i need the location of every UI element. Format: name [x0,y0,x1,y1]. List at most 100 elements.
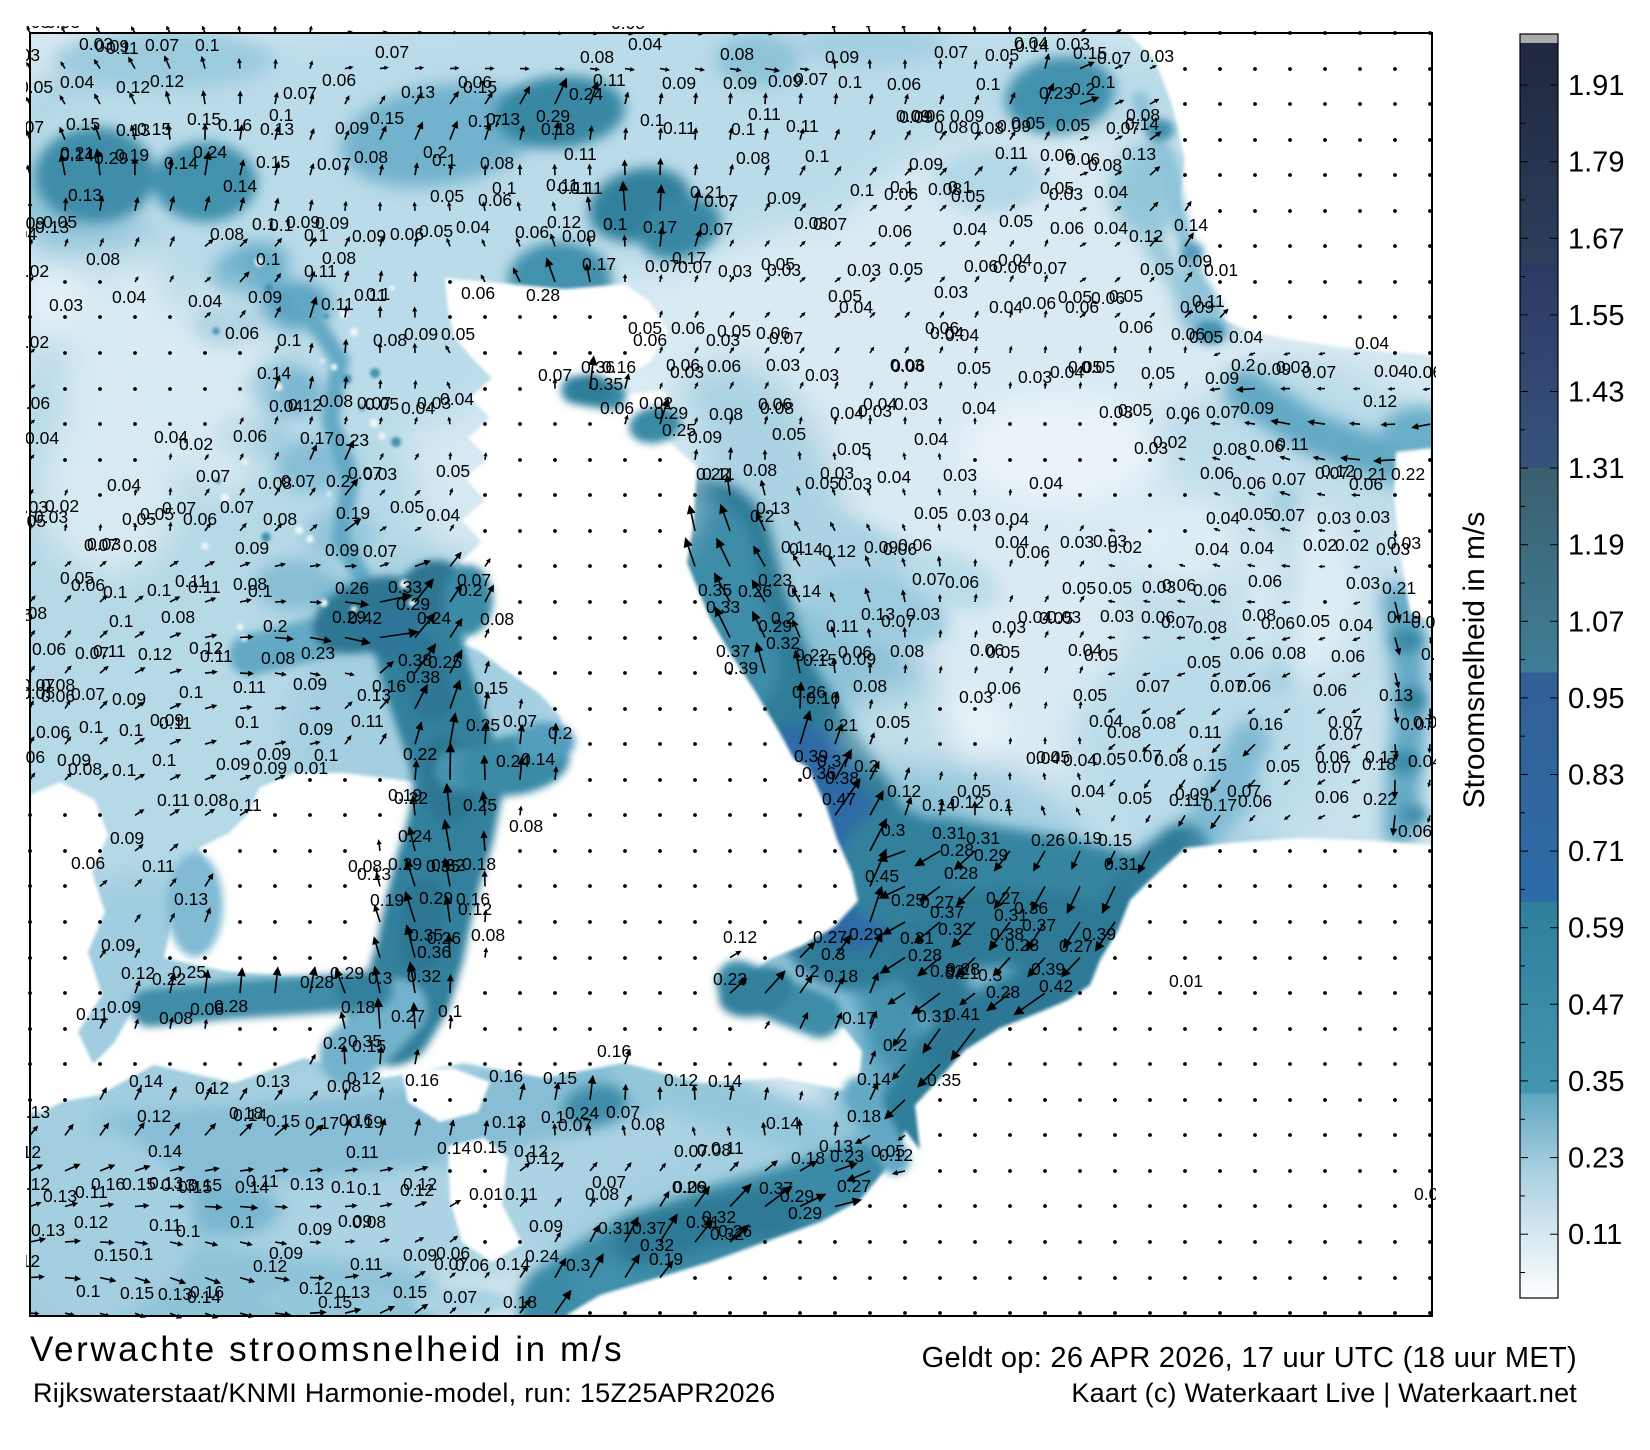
svg-text:0.16: 0.16 [597,1041,631,1061]
svg-text:0.06: 0.06 [756,323,790,343]
svg-text:0.13: 0.13 [149,1173,183,1193]
svg-text:0.03: 0.03 [959,687,993,707]
svg-text:0.13: 0.13 [43,1186,77,1206]
svg-text:0.03: 0.03 [1093,531,1127,551]
svg-text:0.33: 0.33 [706,597,740,617]
svg-text:0.05: 0.05 [837,439,871,459]
svg-text:0.21: 0.21 [690,182,724,202]
svg-text:0.06: 0.06 [461,283,495,303]
svg-text:0.08: 0.08 [480,609,514,629]
svg-text:0.12: 0.12 [288,395,322,415]
svg-text:0.07: 0.07 [71,684,105,704]
svg-text:0.02: 0.02 [179,434,213,454]
svg-text:0.22: 0.22 [394,788,428,808]
svg-text:0.1: 0.1 [129,1244,153,1264]
svg-text:0.05: 0.05 [611,13,645,33]
svg-text:0.09: 0.09 [101,935,135,955]
svg-text:0.04: 0.04 [628,34,662,54]
svg-text:0.04: 0.04 [25,428,59,448]
svg-text:0.09: 0.09 [335,118,369,138]
svg-text:0.17: 0.17 [305,1113,339,1133]
svg-text:0.2: 0.2 [423,142,447,162]
svg-text:0.1: 0.1 [850,180,874,200]
svg-text:0.04: 0.04 [1240,538,1274,558]
svg-text:0.09: 0.09 [909,154,943,174]
svg-text:0.06: 0.06 [1232,473,1266,493]
svg-text:0.13: 0.13 [1122,144,1156,164]
svg-text:0.06: 0.06 [887,74,921,94]
svg-text:0.07: 0.07 [84,535,118,555]
svg-text:0.05: 0.05 [21,683,55,703]
svg-text:0.06: 0.06 [878,221,912,241]
svg-text:0.39: 0.39 [1082,924,1116,944]
svg-text:0.06: 0.06 [1066,149,1100,169]
svg-text:0.18: 0.18 [341,997,375,1017]
svg-text:0.08: 0.08 [161,607,195,627]
svg-text:0.13: 0.13 [492,1112,526,1132]
svg-text:0.28: 0.28 [986,982,1020,1002]
svg-text:0.03: 0.03 [1018,367,1052,387]
svg-text:0.15: 0.15 [463,77,497,97]
svg-text:0.04: 0.04 [863,394,897,414]
svg-text:0.04: 0.04 [456,217,490,237]
svg-text:0.1: 0.1 [179,682,203,702]
svg-text:0.11: 0.11 [1189,722,1222,742]
svg-text:0.06: 0.06 [898,535,932,555]
svg-text:0.13: 0.13 [819,1136,853,1156]
svg-text:0.03: 0.03 [1049,184,1083,204]
svg-text:0.11: 0.11 [1568,1219,1622,1251]
svg-text:0.1: 0.1 [314,745,338,765]
svg-text:0.27: 0.27 [986,888,1020,908]
svg-text:0.07: 0.07 [794,69,828,89]
svg-text:0.1: 0.1 [640,110,664,130]
svg-text:0.04: 0.04 [830,403,864,423]
svg-text:0.37: 0.37 [1022,915,1056,935]
svg-text:0.03: 0.03 [838,474,872,494]
svg-text:0.05: 0.05 [985,45,1019,65]
svg-text:0.09: 0.09 [950,106,984,126]
svg-text:0.06: 0.06 [911,106,945,126]
svg-text:0.04: 0.04 [1206,508,1240,528]
svg-text:0.04: 0.04 [1014,33,1048,53]
svg-text:Kaart (c) Waterkaart Live | Wa: Kaart (c) Waterkaart Live | Waterkaart.n… [1071,1378,1577,1408]
svg-text:0.06: 0.06 [1313,680,1347,700]
svg-text:0.15: 0.15 [256,152,290,172]
svg-text:0.02: 0.02 [15,332,49,352]
svg-text:0.08: 0.08 [720,44,754,64]
svg-text:0.04: 0.04 [1018,607,1052,627]
svg-text:0.32: 0.32 [710,1224,744,1244]
svg-text:0.05: 0.05 [1239,504,1273,524]
svg-text:0.04: 0.04 [877,467,911,487]
svg-text:0.06: 0.06 [1016,542,1050,562]
svg-text:0.42: 0.42 [1039,976,1073,996]
svg-text:0.07: 0.07 [912,569,946,589]
svg-text:0.1: 0.1 [989,795,1013,815]
svg-text:0.12: 0.12 [116,77,150,97]
svg-text:0.11: 0.11 [142,856,175,876]
svg-text:0.15: 0.15 [94,1245,128,1265]
svg-text:0.09: 0.09 [562,226,596,246]
svg-text:0.09: 0.09 [286,212,320,232]
svg-text:0.06: 0.06 [36,722,70,742]
svg-text:0.09: 0.09 [269,1243,303,1263]
svg-text:0.05: 0.05 [390,497,424,517]
svg-text:0.12: 0.12 [150,71,184,91]
svg-text:0.13: 0.13 [161,1175,195,1195]
svg-text:0.1: 0.1 [438,1001,462,1021]
svg-text:0.04: 0.04 [426,505,460,525]
svg-text:0.11: 0.11 [558,178,591,198]
svg-text:0.08: 0.08 [1126,105,1160,125]
svg-text:0.12: 0.12 [664,1070,698,1090]
svg-text:0.01: 0.01 [1169,971,1203,991]
svg-text:0.09: 0.09 [57,750,91,770]
svg-text:0.04: 0.04 [60,72,94,92]
svg-text:0.07: 0.07 [674,1141,708,1161]
svg-text:0.05: 0.05 [1092,749,1126,769]
svg-text:0.09: 0.09 [1178,251,1212,271]
svg-text:0.03: 0.03 [1056,34,1090,54]
svg-text:0.25: 0.25 [428,652,462,672]
svg-text:0.3: 0.3 [368,968,392,988]
svg-text:0.12: 0.12 [1129,226,1163,246]
svg-text:0.26: 0.26 [335,578,369,598]
svg-text:0.1: 0.1 [838,72,862,92]
